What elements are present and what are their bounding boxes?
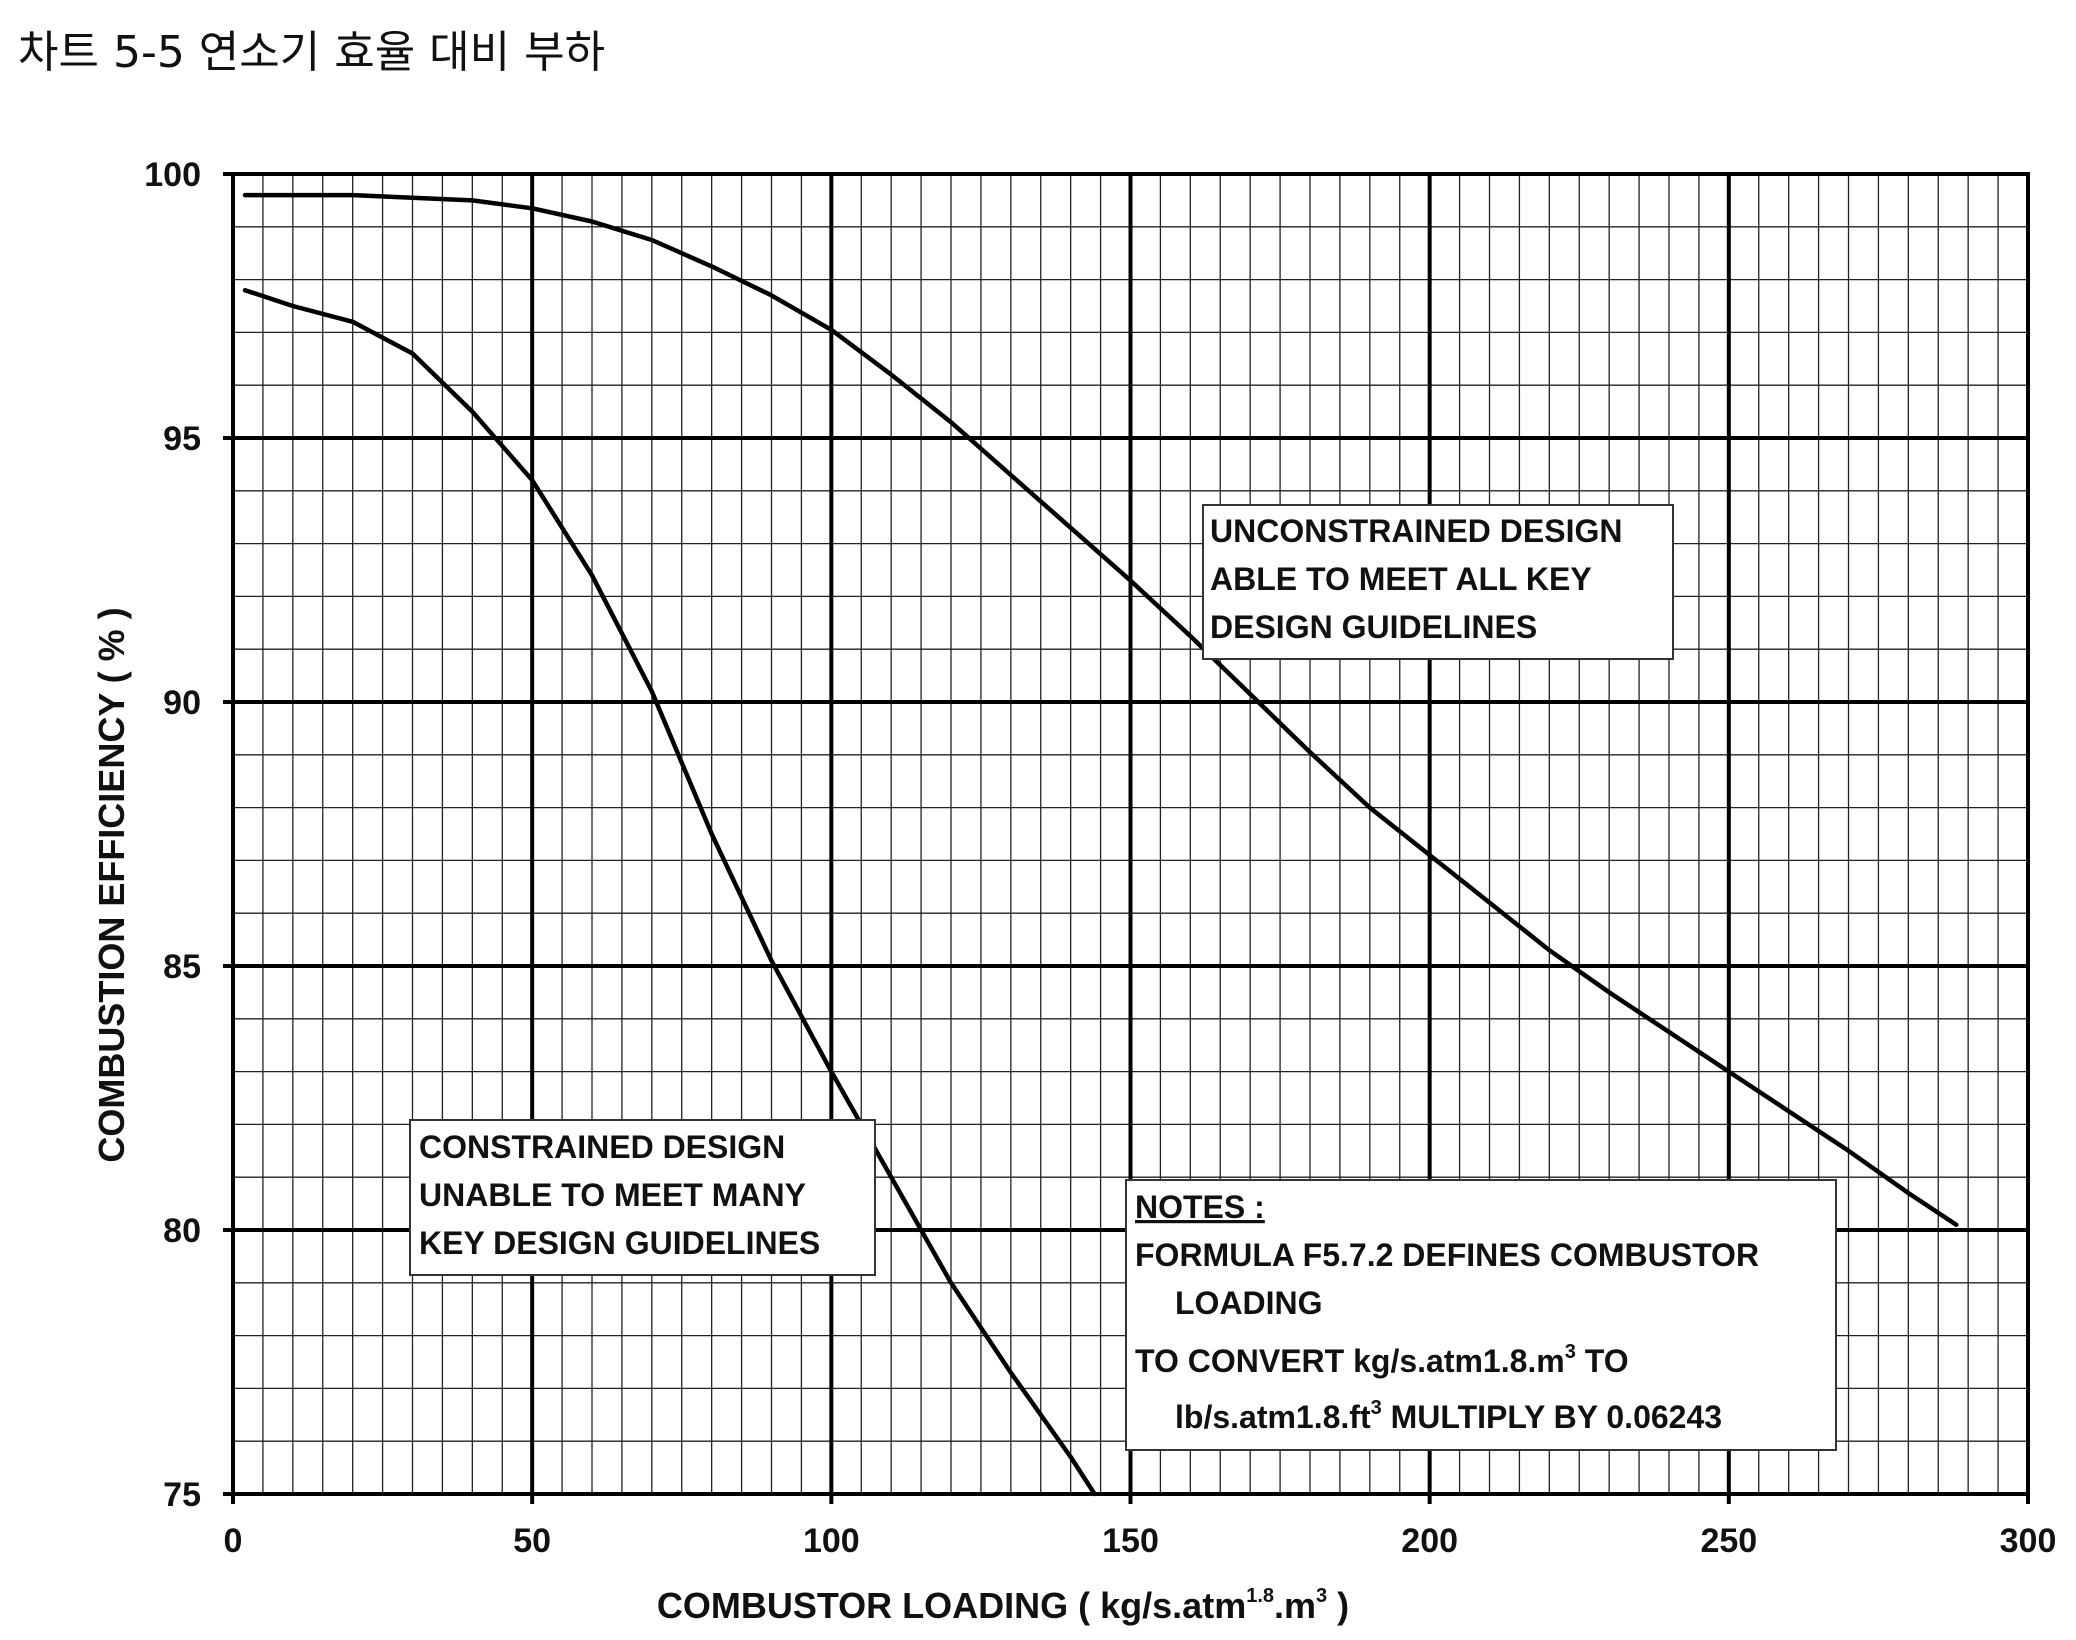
data-point bbox=[411, 352, 414, 355]
major-grid bbox=[223, 172, 2030, 1504]
data-point bbox=[1129, 579, 1132, 582]
data-point bbox=[651, 690, 653, 693]
svg-text:UNABLE TO MEET MANY: UNABLE TO MEET MANY bbox=[419, 1177, 806, 1213]
series-0 bbox=[242, 192, 1959, 1227]
data-point bbox=[710, 833, 713, 835]
x-tick-label: 50 bbox=[513, 1522, 551, 1560]
series-1 bbox=[242, 287, 1097, 1497]
data-point bbox=[351, 321, 354, 323]
svg-text:TO CONVERT kg/s.atm1.8.m3 TO: TO CONVERT kg/s.atm1.8.m3 TO bbox=[1135, 1341, 1629, 1379]
data-point bbox=[830, 1070, 833, 1073]
data-point bbox=[1069, 1456, 1072, 1458]
series-line bbox=[242, 192, 1959, 1227]
x-tick-label: 150 bbox=[1102, 1522, 1159, 1560]
data-point bbox=[1787, 1110, 1790, 1112]
data-point bbox=[1369, 806, 1371, 809]
data-point bbox=[890, 1176, 892, 1178]
data-point bbox=[1728, 1070, 1730, 1073]
y-tick-label: 75 bbox=[163, 1476, 201, 1514]
data-point bbox=[950, 1282, 952, 1284]
y-tick-label: 85 bbox=[163, 948, 201, 986]
y-tick-label: 90 bbox=[163, 684, 201, 722]
data-point bbox=[830, 328, 833, 331]
plot-frame bbox=[231, 172, 2030, 1496]
data-point bbox=[351, 194, 354, 196]
data-point bbox=[1093, 1493, 1096, 1495]
svg-text:CONSTRAINED DESIGN: CONSTRAINED DESIGN bbox=[419, 1129, 785, 1165]
data-point bbox=[292, 305, 294, 307]
y-tick-label: 95 bbox=[163, 420, 201, 458]
data-point bbox=[531, 479, 533, 482]
x-axis-title: COMBUSTOR LOADING ( kg/s.atm1.8.m3 ) bbox=[657, 1585, 1349, 1626]
data-point bbox=[1010, 474, 1012, 476]
svg-text:DESIGN GUIDELINES: DESIGN GUIDELINES bbox=[1210, 609, 1537, 645]
x-tick-label: 0 bbox=[224, 1522, 243, 1560]
y-tick-label: 100 bbox=[144, 156, 201, 194]
data-point bbox=[1847, 1150, 1850, 1152]
data-point bbox=[244, 289, 246, 291]
data-point bbox=[770, 959, 773, 962]
data-point bbox=[890, 373, 892, 376]
annotation-constrained: CONSTRAINED DESIGN UNABLE TO MEET MANY K… bbox=[409, 1119, 876, 1276]
svg-text:NOTES :: NOTES : bbox=[1135, 1189, 1265, 1225]
data-point bbox=[1668, 1031, 1670, 1033]
data-point bbox=[710, 265, 713, 268]
data-point bbox=[1428, 854, 1431, 856]
svg-text:LOADING: LOADING bbox=[1175, 1285, 1323, 1321]
data-point bbox=[1010, 1371, 1012, 1374]
series-line bbox=[242, 287, 1097, 1497]
x-tick-label: 200 bbox=[1401, 1522, 1458, 1560]
annotation-notes: NOTES : FORMULA F5.7.2 DEFINES COMBUSTOR… bbox=[1125, 1179, 1837, 1451]
data-point bbox=[1189, 635, 1192, 637]
y-tick-label: 80 bbox=[163, 1212, 201, 1250]
svg-text:lb/s.atm1.8.ft3 MULTIPLY BY 0.: lb/s.atm1.8.ft3 MULTIPLY BY 0.06243 bbox=[1175, 1397, 1722, 1435]
data-point bbox=[1249, 693, 1251, 695]
svg-text:UNCONSTRAINED DESIGN: UNCONSTRAINED DESIGN bbox=[1210, 513, 1622, 549]
data-point bbox=[531, 207, 533, 210]
svg-text:ABLE TO MEET ALL KEY: ABLE TO MEET ALL KEY bbox=[1210, 561, 1592, 597]
data-point bbox=[651, 239, 653, 241]
x-tick-label: 100 bbox=[803, 1522, 860, 1560]
data-point bbox=[1907, 1192, 1910, 1194]
data-point bbox=[471, 410, 474, 413]
series-layer bbox=[242, 192, 1959, 1497]
svg-text:KEY DESIGN GUIDELINES: KEY DESIGN GUIDELINES bbox=[419, 1225, 820, 1261]
data-point bbox=[1069, 526, 1072, 529]
data-point bbox=[591, 220, 593, 223]
x-tick-label: 300 bbox=[2000, 1522, 2057, 1560]
data-point bbox=[244, 194, 246, 196]
data-point bbox=[1955, 1223, 1957, 1226]
data-point bbox=[1488, 901, 1491, 904]
data-point bbox=[471, 199, 474, 202]
page-title: 차트 5-5 연소기 효율 대비 부하 bbox=[18, 27, 606, 78]
tick-labels: 0 50 100 150 200 250 300 75 80 85 90 95 100 bbox=[144, 156, 2056, 1560]
data-point bbox=[1309, 751, 1311, 753]
x-tick-label: 250 bbox=[1700, 1522, 1757, 1560]
annotation-unconstrained: UNCONSTRAINED DESIGN ABLE TO MEET ALL KE… bbox=[1202, 504, 1674, 660]
data-point bbox=[591, 574, 593, 577]
svg-text:FORMULA F5.7.2 DEFINES COMBUST: FORMULA F5.7.2 DEFINES COMBUSTOR bbox=[1135, 1237, 1759, 1273]
data-point bbox=[950, 421, 952, 423]
data-point bbox=[1548, 949, 1551, 951]
y-axis-title: COMBUSTION EFFICIENCY ( % ) bbox=[91, 607, 132, 1162]
data-point bbox=[1608, 991, 1610, 994]
data-point bbox=[770, 294, 773, 297]
